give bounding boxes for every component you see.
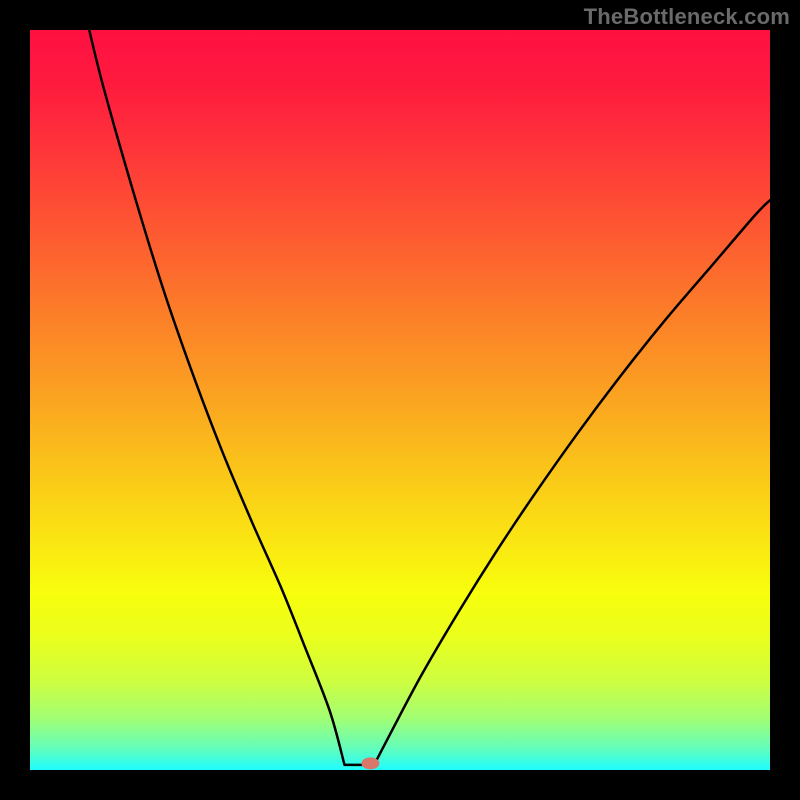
watermark-text: TheBottleneck.com [584, 4, 790, 30]
optimum-marker [361, 757, 379, 769]
chart-stage: TheBottleneck.com [0, 0, 800, 800]
plot-area [30, 30, 770, 770]
chart-svg [0, 0, 800, 800]
